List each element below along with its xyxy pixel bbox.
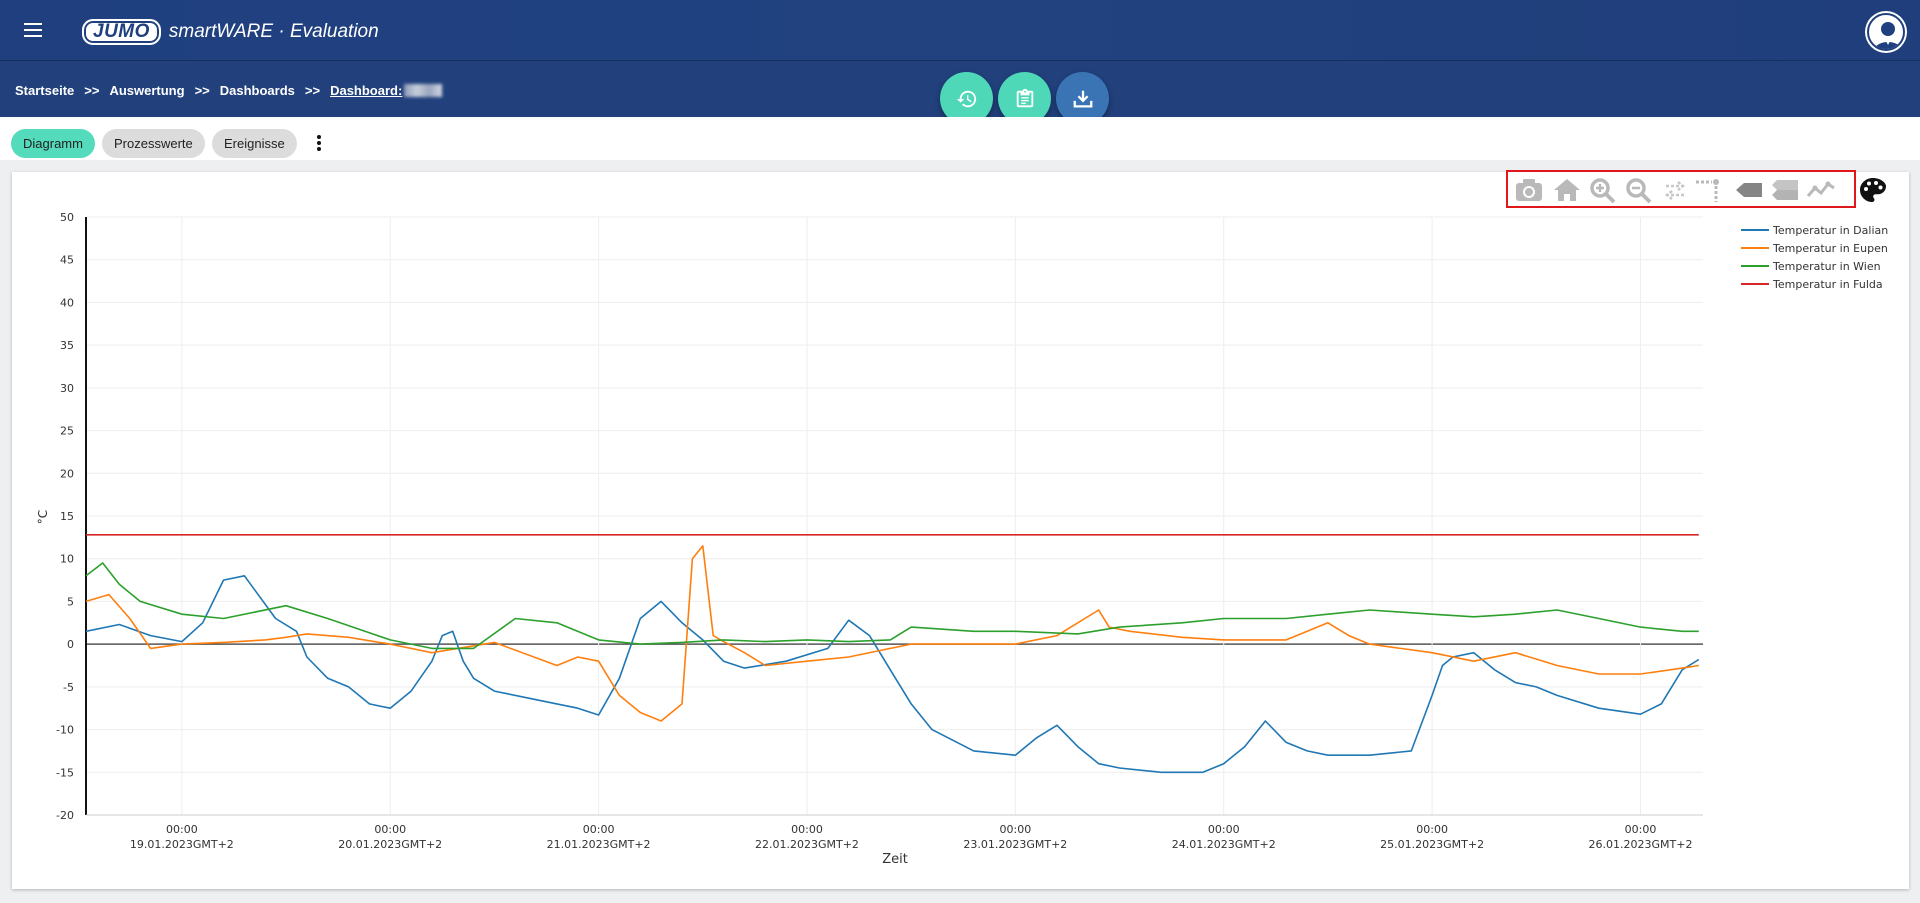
x-tick-date: 24.01.2023GMT+2: [1172, 838, 1276, 851]
zoom-in-icon[interactable]: [1588, 176, 1618, 204]
closest-hover-icon[interactable]: [1734, 176, 1764, 204]
brand[interactable]: JUMO smartWARE · Evaluation: [82, 19, 379, 45]
y-tick-label: 20: [60, 467, 74, 480]
series-line-1[interactable]: [85, 545, 1699, 722]
chart-legend[interactable]: Temperatur in Dalian Temperatur in Eupen T…: [1741, 224, 1888, 291]
y-tick-label: 25: [60, 425, 74, 438]
legend-entry[interactable]: Temperatur in Dalian: [1772, 224, 1888, 237]
jumo-logo: JUMO: [82, 19, 161, 45]
breadcrumb-current[interactable]: Dashboard:: [330, 83, 403, 98]
x-tick-time: 00:00: [1625, 823, 1657, 836]
tab-prozesswerte[interactable]: Prozesswerte: [102, 129, 205, 158]
spike-lines-icon[interactable]: [1694, 176, 1724, 204]
x-tick-time: 00:00: [374, 823, 406, 836]
palette-icon[interactable]: [1858, 176, 1888, 204]
legend-entry[interactable]: Temperatur in Eupen: [1772, 242, 1888, 255]
compare-icon[interactable]: [1660, 176, 1690, 204]
x-tick-time: 00:00: [583, 823, 615, 836]
x-axis-label: Zeit: [882, 852, 908, 867]
x-tick-time: 00:00: [1000, 823, 1032, 836]
x-tick-time: 00:00: [791, 823, 823, 836]
x-tick-date: 22.01.2023GMT+2: [755, 838, 859, 851]
x-tick-date: 23.01.2023GMT+2: [963, 838, 1067, 851]
menu-icon[interactable]: [22, 20, 46, 40]
app-header: JUMO smartWARE · Evaluation: [0, 0, 1920, 61]
breadcrumb-separator: >>: [84, 83, 100, 98]
legend-entry[interactable]: Temperatur in Fulda: [1772, 278, 1883, 291]
x-tick-date: 20.01.2023GMT+2: [338, 838, 442, 851]
breadcrumb-bar: Startseite >> Auswertung >> Dashboards >…: [0, 61, 1920, 117]
x-tick-time: 00:00: [1208, 823, 1240, 836]
x-tick-date: 19.01.2023GMT+2: [130, 838, 234, 851]
clipboard-button[interactable]: [998, 72, 1051, 125]
breadcrumb-startseite[interactable]: Startseite: [15, 83, 75, 98]
camera-icon[interactable]: [1514, 176, 1544, 204]
y-axis-label: °C: [36, 510, 50, 524]
breadcrumb-auswertung[interactable]: Auswertung: [109, 83, 185, 98]
home-icon[interactable]: [1552, 176, 1582, 204]
chart-toolbar: [1506, 170, 1856, 208]
series-line-0[interactable]: [85, 574, 1700, 774]
compare-hover-icon[interactable]: [1770, 176, 1800, 204]
tab-ereignisse[interactable]: Ereignisse: [212, 129, 297, 158]
series-line-2[interactable]: [85, 562, 1699, 650]
x-tick-date: 26.01.2023GMT+2: [1589, 838, 1693, 851]
y-tick-label: 40: [60, 296, 74, 309]
redacted-dashboard-name: [404, 84, 443, 97]
breadcrumb-separator: >>: [194, 83, 210, 98]
breadcrumb: Startseite >> Auswertung >> Dashboards >…: [15, 83, 443, 98]
history-button[interactable]: [940, 72, 993, 125]
y-tick-label: 15: [60, 510, 74, 523]
x-tick-date: 21.01.2023GMT+2: [547, 838, 651, 851]
y-tick-label: -10: [56, 724, 74, 737]
toggle-lines-icon[interactable]: [1806, 176, 1836, 204]
x-tick-time: 00:00: [1416, 823, 1448, 836]
clipboard-icon: [1016, 88, 1033, 107]
breadcrumb-separator: >>: [304, 83, 321, 98]
y-tick-label: -5: [63, 681, 74, 694]
more-options-icon[interactable]: [314, 134, 324, 152]
x-tick-date: 25.01.2023GMT+2: [1380, 838, 1484, 851]
legend-entry[interactable]: Temperatur in Wien: [1772, 260, 1881, 273]
tab-diagramm[interactable]: Diagramm: [11, 129, 95, 158]
y-tick-label: 45: [60, 254, 74, 267]
download-button[interactable]: [1056, 72, 1109, 125]
user-avatar-icon[interactable]: [1867, 13, 1905, 51]
x-axis-ticks: 00:00 19.01.2023GMT+2 00:00 20.01.2023GMT+2…: [130, 823, 1693, 851]
y-tick-label: 50: [60, 211, 74, 224]
breadcrumb-dashboards[interactable]: Dashboards: [219, 83, 295, 98]
y-tick-label: -20: [56, 809, 74, 822]
y-tick-label: 35: [60, 339, 74, 352]
chart-card: [12, 172, 1909, 889]
y-tick-label: 10: [60, 553, 74, 566]
download-icon: [1073, 90, 1092, 107]
y-tick-label: -15: [56, 766, 74, 779]
y-tick-label: 0: [67, 638, 74, 651]
chart-series: [85, 533, 1700, 774]
history-icon: [956, 90, 976, 107]
product-name: smartWARE · Evaluation: [168, 21, 379, 42]
y-tick-label: 30: [60, 382, 74, 395]
y-tick-label: 5: [67, 595, 74, 608]
chart-gridlines: [85, 216, 1703, 816]
zoom-out-icon[interactable]: [1624, 176, 1654, 204]
x-tick-time: 00:00: [166, 823, 198, 836]
